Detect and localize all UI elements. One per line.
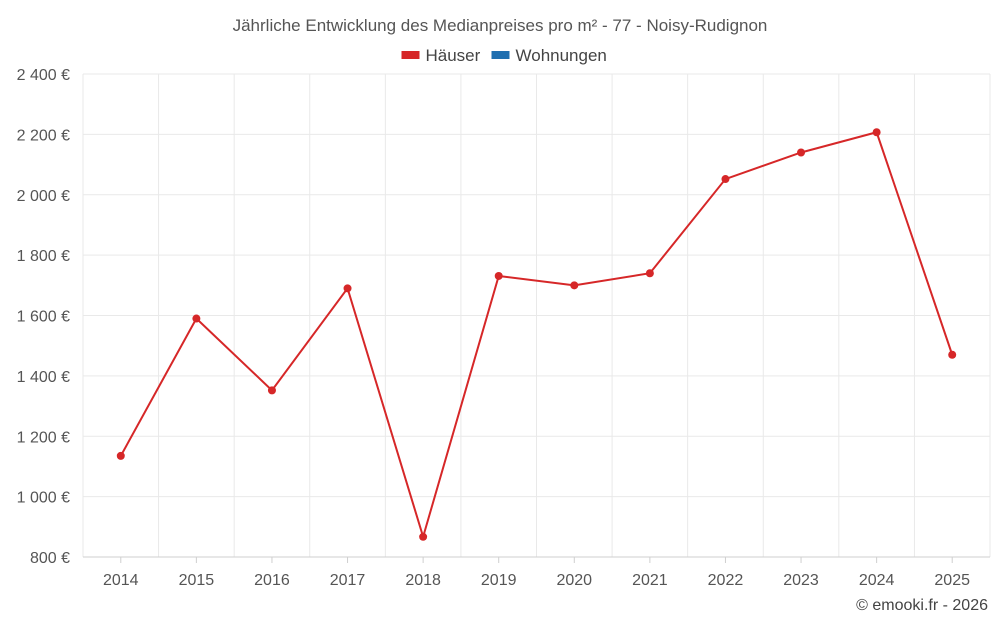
credit-text: © emooki.fr - 2026 [856,597,988,614]
x-tick-label: 2017 [330,572,366,589]
y-tick-label: 1 400 € [17,369,70,386]
legend-item-label[interactable]: Wohnungen [516,46,607,65]
y-tick-label: 800 € [30,550,70,567]
x-tick-label: 2016 [254,572,290,589]
data-point[interactable] [494,271,503,280]
grid-lines [82,73,991,558]
x-tick-label: 2018 [405,572,441,589]
x-tick-label: 2014 [103,572,139,589]
data-point[interactable] [721,175,730,184]
x-tick-label: 2025 [934,572,970,589]
x-tick-label: 2020 [556,572,592,589]
y-tick-label: 1 800 € [17,248,70,265]
chart-title: Jährliche Entwicklung des Medianpreises … [233,16,768,35]
data-point[interactable] [419,532,428,541]
legend-swatch[interactable] [491,51,510,59]
y-tick-label: 1 000 € [17,490,70,507]
legend-swatch[interactable] [401,51,420,59]
y-axis: 800 € 1 000 € 1 200 € 1 400 € 1 600 € 1 800 €… [17,67,70,567]
series-line-haeuser [119,131,954,541]
x-axis: 2014 2015 2016 2017 2018 2019 2020 2021 2022 2023… [103,557,970,589]
x-tick-label: 2019 [481,572,517,589]
x-tick-label: 2023 [783,572,819,589]
y-tick-label: 1 200 € [17,429,70,446]
y-tick-label: 2 000 € [17,188,70,205]
y-tick-label: 2 400 € [17,67,70,84]
data-point[interactable] [948,350,957,359]
data-point[interactable] [343,284,352,293]
data-point[interactable] [116,451,125,460]
legend: Häuser Wohnungen [401,46,607,65]
x-tick-label: 2024 [859,572,895,589]
data-point[interactable] [797,148,806,157]
data-point[interactable] [267,386,276,395]
series-layer [116,128,957,541]
data-point[interactable] [192,314,201,323]
data-point[interactable] [645,269,654,278]
legend-item-label[interactable]: Häuser [426,46,481,65]
y-tick-label: 2 200 € [17,127,70,144]
x-tick-label: 2022 [708,572,744,589]
y-tick-label: 1 600 € [17,309,70,326]
x-tick-label: 2021 [632,572,668,589]
x-tick-label: 2015 [179,572,215,589]
data-point[interactable] [872,128,881,137]
data-point[interactable] [570,281,579,290]
